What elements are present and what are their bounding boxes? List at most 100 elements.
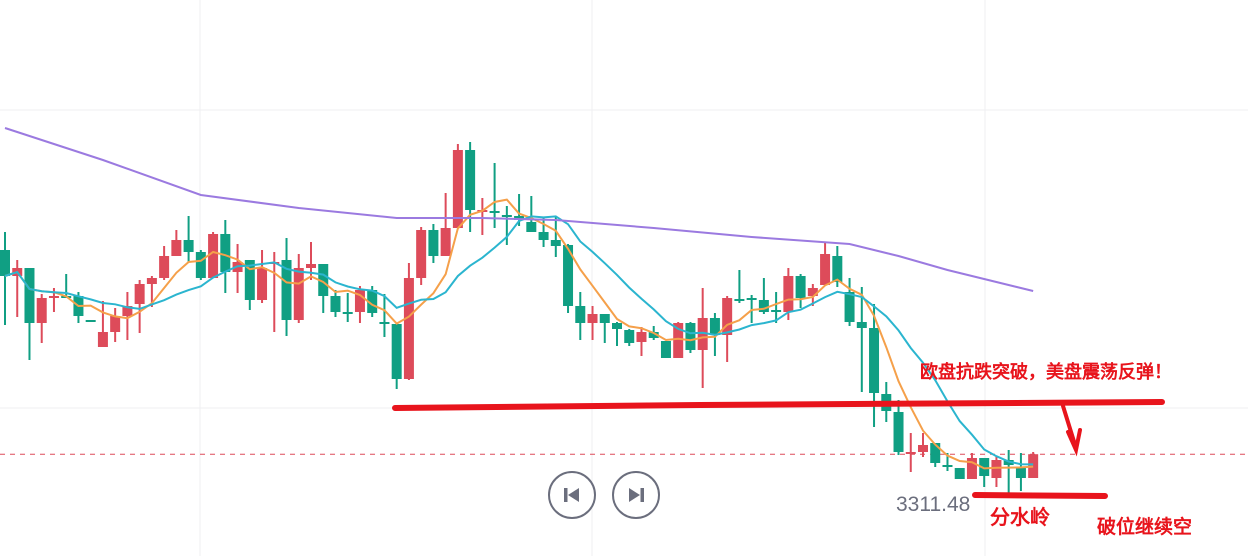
candle-body bbox=[538, 232, 549, 240]
candle-body bbox=[930, 443, 941, 463]
candle-body bbox=[440, 228, 451, 256]
candle bbox=[36, 294, 47, 343]
candle bbox=[342, 293, 353, 322]
candle bbox=[905, 433, 916, 472]
candle-body bbox=[110, 316, 121, 332]
candle-body bbox=[979, 458, 990, 476]
candle bbox=[599, 314, 610, 343]
candle-body bbox=[966, 458, 977, 479]
candle-body bbox=[746, 298, 757, 300]
candle-body bbox=[795, 276, 806, 298]
candle-body bbox=[636, 332, 647, 342]
candle bbox=[795, 274, 806, 308]
candle-body bbox=[281, 260, 292, 320]
candle bbox=[97, 301, 108, 347]
candle-body bbox=[526, 222, 537, 232]
candle-body bbox=[489, 211, 500, 213]
ma10-line bbox=[4, 215, 1034, 466]
candle-body bbox=[771, 310, 782, 312]
candle bbox=[538, 217, 549, 247]
candle-body bbox=[991, 460, 1002, 478]
candle bbox=[134, 280, 145, 333]
candle-body bbox=[208, 234, 219, 278]
candle-body bbox=[905, 452, 916, 454]
candle-body bbox=[330, 296, 341, 312]
candle-body bbox=[244, 260, 255, 300]
candle bbox=[526, 196, 537, 232]
candle-body bbox=[550, 240, 561, 246]
candle bbox=[379, 294, 390, 337]
candle bbox=[612, 322, 622, 346]
candle bbox=[281, 238, 292, 336]
candle bbox=[293, 254, 304, 323]
candle bbox=[403, 263, 414, 380]
candle-body bbox=[465, 150, 476, 210]
candle-body bbox=[195, 252, 206, 278]
candle bbox=[771, 292, 782, 323]
candle-body bbox=[293, 268, 304, 320]
candle bbox=[354, 286, 365, 323]
candle-body bbox=[85, 320, 96, 322]
candle-body bbox=[942, 465, 953, 467]
candle-body bbox=[379, 322, 390, 324]
candle-body bbox=[428, 230, 439, 256]
candle-body bbox=[220, 234, 231, 272]
candle-body bbox=[391, 324, 402, 379]
candle-body bbox=[893, 412, 904, 452]
candle bbox=[636, 327, 647, 356]
candle-body bbox=[648, 332, 659, 338]
candle bbox=[563, 244, 574, 313]
candle bbox=[587, 306, 598, 340]
candle-body bbox=[612, 323, 622, 329]
candle bbox=[501, 206, 512, 245]
candle bbox=[195, 250, 206, 280]
candle-body bbox=[306, 264, 316, 268]
candle bbox=[979, 458, 990, 487]
candle bbox=[318, 264, 329, 313]
hand-drawn-annotations bbox=[392, 399, 1165, 499]
candle-body bbox=[563, 245, 574, 306]
candle bbox=[330, 290, 341, 317]
previous-button[interactable] bbox=[548, 471, 596, 519]
candle bbox=[966, 453, 977, 479]
candle bbox=[220, 220, 231, 293]
candle bbox=[85, 320, 96, 322]
next-button[interactable] bbox=[612, 471, 660, 519]
candle bbox=[440, 193, 451, 256]
candle bbox=[918, 433, 928, 457]
candle-body bbox=[844, 292, 855, 322]
candle-body bbox=[624, 330, 635, 343]
candle-body bbox=[97, 332, 108, 347]
candle bbox=[12, 260, 23, 317]
candle-body bbox=[587, 314, 598, 323]
candle-body bbox=[660, 341, 671, 358]
skip-forward-icon bbox=[629, 488, 644, 502]
candle-body bbox=[697, 318, 708, 350]
candle-body bbox=[807, 288, 818, 296]
moving-averages bbox=[4, 127, 1034, 470]
candle bbox=[844, 278, 855, 326]
candle-body bbox=[171, 240, 182, 256]
candle-body bbox=[342, 312, 353, 314]
candle-body bbox=[452, 150, 463, 228]
candles bbox=[0, 142, 1039, 493]
candle-body bbox=[758, 300, 769, 312]
candle bbox=[550, 217, 561, 257]
candle-body bbox=[318, 264, 329, 296]
candle bbox=[624, 329, 635, 346]
candle bbox=[1003, 450, 1014, 493]
candle-body bbox=[575, 306, 586, 323]
candle bbox=[257, 250, 268, 303]
watershed-annotation: 分水岭 bbox=[990, 505, 1050, 529]
candle bbox=[416, 227, 427, 285]
candle bbox=[734, 270, 745, 303]
candle bbox=[183, 216, 194, 262]
breakdown-annotation: 破位继续空 bbox=[1097, 516, 1193, 538]
candle bbox=[24, 268, 35, 360]
candle bbox=[452, 144, 463, 228]
candle bbox=[0, 232, 10, 325]
candle-body bbox=[403, 278, 414, 379]
candle bbox=[991, 456, 1002, 487]
candle-body bbox=[856, 322, 867, 328]
